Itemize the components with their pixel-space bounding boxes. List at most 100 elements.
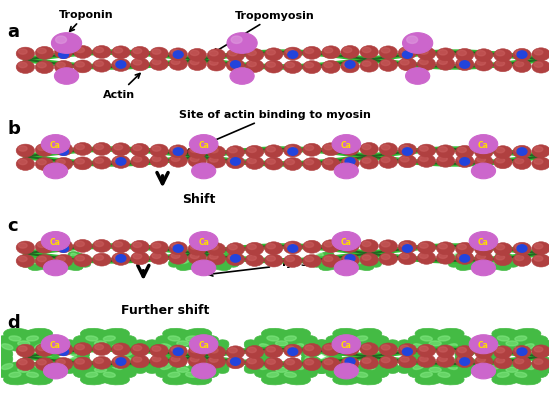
Ellipse shape [37,63,46,69]
Ellipse shape [513,254,531,267]
Ellipse shape [475,50,493,62]
Ellipse shape [322,158,340,171]
Ellipse shape [458,60,466,66]
Ellipse shape [131,344,149,356]
Ellipse shape [171,157,180,162]
Ellipse shape [226,59,245,73]
Ellipse shape [168,336,180,341]
Ellipse shape [267,359,276,364]
Ellipse shape [475,340,501,359]
Ellipse shape [364,344,375,350]
Ellipse shape [74,240,92,253]
Ellipse shape [293,344,304,350]
Circle shape [59,245,69,253]
Text: d: d [7,313,20,332]
Ellipse shape [534,347,543,352]
Ellipse shape [314,254,323,260]
Ellipse shape [333,261,360,273]
Ellipse shape [150,242,168,254]
Ellipse shape [305,349,315,356]
Ellipse shape [324,345,333,350]
Ellipse shape [343,344,352,350]
Ellipse shape [92,356,111,369]
Ellipse shape [248,148,256,153]
Ellipse shape [326,362,356,378]
Ellipse shape [494,356,512,369]
Circle shape [59,348,69,356]
Ellipse shape [133,49,142,55]
Ellipse shape [420,147,428,152]
Ellipse shape [471,261,496,276]
Circle shape [230,158,240,166]
Ellipse shape [265,357,283,370]
Ellipse shape [455,252,474,265]
Ellipse shape [54,143,73,156]
Ellipse shape [188,155,206,168]
Circle shape [116,358,126,366]
Ellipse shape [47,357,57,364]
Ellipse shape [74,362,103,378]
Ellipse shape [420,157,428,162]
Ellipse shape [343,63,352,68]
Ellipse shape [171,50,180,56]
Ellipse shape [534,50,543,56]
Ellipse shape [302,144,321,157]
Ellipse shape [133,61,142,66]
Ellipse shape [322,358,340,370]
Text: Ca: Ca [198,340,209,349]
Ellipse shape [54,343,73,356]
Ellipse shape [324,256,333,262]
Ellipse shape [342,367,373,380]
Ellipse shape [188,59,206,71]
Ellipse shape [518,336,548,351]
Circle shape [288,52,298,59]
Ellipse shape [381,61,390,66]
Ellipse shape [460,259,470,264]
Text: Ca: Ca [341,237,352,246]
Ellipse shape [324,49,333,54]
Ellipse shape [455,59,474,71]
Ellipse shape [86,372,98,377]
Ellipse shape [326,336,356,351]
Ellipse shape [341,61,359,74]
Ellipse shape [398,155,416,169]
Ellipse shape [433,371,464,385]
Ellipse shape [494,146,512,159]
Ellipse shape [92,46,111,59]
Ellipse shape [438,336,450,341]
Ellipse shape [188,252,206,265]
Ellipse shape [362,344,371,350]
Ellipse shape [131,59,149,71]
Ellipse shape [228,245,237,250]
Ellipse shape [267,256,276,261]
Ellipse shape [276,368,288,373]
Ellipse shape [400,346,409,351]
Ellipse shape [180,259,190,264]
Ellipse shape [95,255,103,261]
Ellipse shape [417,355,436,368]
Ellipse shape [420,336,432,341]
Ellipse shape [515,256,524,261]
Ellipse shape [515,336,527,341]
Ellipse shape [343,242,352,247]
Ellipse shape [152,356,161,362]
Ellipse shape [475,355,501,373]
Ellipse shape [441,362,471,378]
Ellipse shape [322,255,340,268]
Ellipse shape [265,345,283,358]
Ellipse shape [210,148,218,154]
Ellipse shape [62,259,72,264]
Ellipse shape [381,345,390,350]
Ellipse shape [79,344,90,350]
Ellipse shape [469,135,498,154]
Ellipse shape [333,371,364,385]
Text: Ca: Ca [341,140,352,149]
Ellipse shape [189,232,218,251]
Ellipse shape [379,253,398,266]
Text: Actin: Actin [103,74,140,100]
Ellipse shape [400,254,409,259]
Ellipse shape [152,157,161,162]
Ellipse shape [293,364,304,370]
Ellipse shape [18,147,27,152]
Ellipse shape [74,254,92,267]
